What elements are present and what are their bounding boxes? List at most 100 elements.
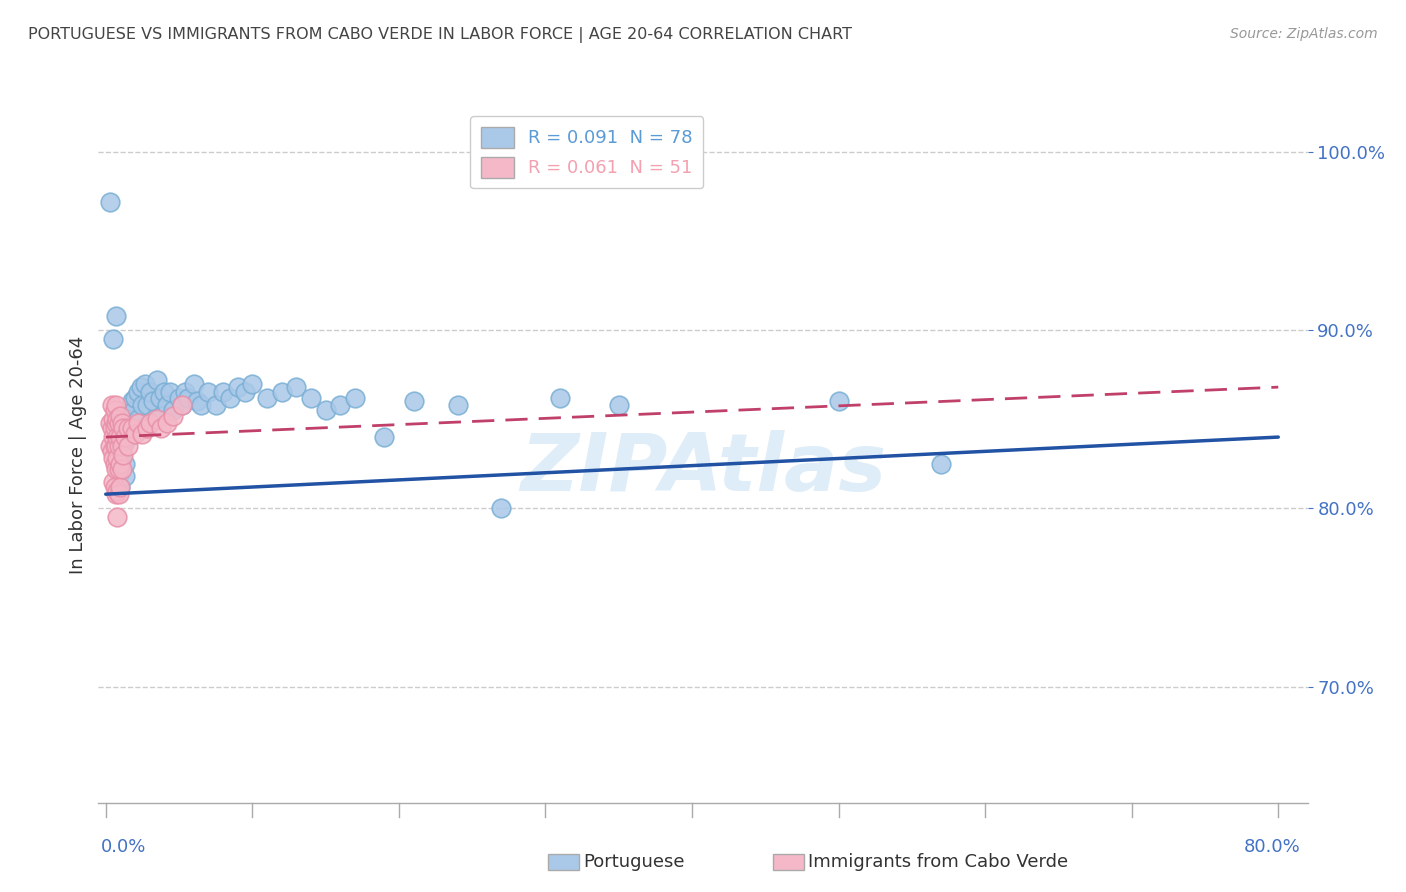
- Point: [177, 391, 200, 405]
- Point: [110, 466, 132, 480]
- Point: [159, 385, 181, 400]
- Point: [105, 487, 128, 501]
- Point: [329, 398, 352, 412]
- Point: [122, 403, 145, 417]
- Point: [135, 421, 157, 435]
- Point: [107, 510, 129, 524]
- Point: [170, 398, 193, 412]
- Point: [108, 434, 131, 448]
- Point: [190, 398, 212, 412]
- Point: [146, 412, 169, 426]
- Point: [162, 409, 184, 423]
- Point: [101, 475, 124, 489]
- Point: [117, 409, 139, 423]
- Point: [114, 416, 136, 430]
- Point: [491, 501, 513, 516]
- Point: [107, 412, 129, 426]
- Point: [108, 466, 131, 480]
- Point: [607, 398, 630, 412]
- Point: [226, 380, 249, 394]
- Point: [121, 421, 143, 435]
- Point: [108, 439, 131, 453]
- Point: [103, 403, 125, 417]
- Point: [111, 439, 134, 453]
- Point: [118, 421, 141, 435]
- Point: [142, 394, 165, 409]
- Point: [127, 416, 149, 430]
- Point: [129, 380, 152, 394]
- Point: [108, 487, 131, 501]
- Text: Portuguese: Portuguese: [583, 853, 685, 871]
- Point: [107, 483, 129, 498]
- Point: [117, 430, 139, 444]
- Point: [105, 439, 128, 453]
- Point: [240, 376, 263, 391]
- Point: [121, 394, 143, 409]
- Point: [929, 457, 952, 471]
- Point: [131, 398, 153, 412]
- Point: [167, 391, 190, 405]
- Point: [138, 385, 160, 400]
- Point: [105, 462, 128, 476]
- Point: [170, 398, 193, 412]
- Point: [101, 451, 124, 466]
- Point: [343, 391, 366, 405]
- Point: [146, 373, 169, 387]
- Point: [107, 430, 129, 444]
- Point: [112, 448, 135, 462]
- Point: [115, 430, 138, 444]
- Point: [315, 403, 337, 417]
- Text: Immigrants from Cabo Verde: Immigrants from Cabo Verde: [808, 853, 1069, 871]
- Point: [112, 426, 135, 441]
- Point: [108, 416, 131, 430]
- Point: [124, 426, 146, 441]
- Point: [212, 385, 235, 400]
- Point: [131, 426, 153, 441]
- Point: [219, 391, 242, 405]
- Point: [156, 398, 179, 412]
- Point: [111, 416, 134, 430]
- Point: [186, 394, 208, 409]
- Point: [100, 398, 122, 412]
- Point: [120, 421, 142, 435]
- Point: [183, 376, 205, 391]
- Point: [122, 426, 145, 441]
- Point: [100, 421, 122, 435]
- Point: [98, 416, 121, 430]
- Point: [98, 439, 121, 453]
- Point: [127, 385, 149, 400]
- Point: [548, 391, 571, 405]
- Point: [105, 309, 128, 323]
- Point: [111, 430, 134, 444]
- Point: [256, 391, 278, 405]
- Text: Source: ZipAtlas.com: Source: ZipAtlas.com: [1230, 27, 1378, 41]
- Point: [110, 409, 132, 423]
- Point: [103, 480, 125, 494]
- Text: PORTUGUESE VS IMMIGRANTS FROM CABO VERDE IN LABOR FORCE | AGE 20-64 CORRELATION : PORTUGUESE VS IMMIGRANTS FROM CABO VERDE…: [28, 27, 852, 43]
- Point: [112, 439, 135, 453]
- Point: [114, 469, 136, 483]
- Point: [117, 421, 139, 435]
- Point: [107, 451, 129, 466]
- Point: [156, 416, 179, 430]
- Point: [114, 457, 136, 471]
- Text: ZIPAtlas: ZIPAtlas: [520, 430, 886, 508]
- Point: [112, 421, 135, 435]
- Point: [150, 409, 173, 423]
- Point: [107, 444, 129, 458]
- Point: [110, 480, 132, 494]
- Point: [299, 391, 322, 405]
- Point: [135, 398, 157, 412]
- Point: [103, 439, 125, 453]
- Point: [120, 398, 142, 412]
- Point: [108, 462, 131, 476]
- Y-axis label: In Labor Force | Age 20-64: In Labor Force | Age 20-64: [69, 335, 87, 574]
- Point: [98, 194, 121, 209]
- Point: [124, 416, 146, 430]
- Point: [127, 412, 149, 426]
- Point: [138, 416, 160, 430]
- Point: [103, 421, 125, 435]
- Point: [111, 451, 134, 466]
- Point: [131, 421, 153, 435]
- Point: [114, 434, 136, 448]
